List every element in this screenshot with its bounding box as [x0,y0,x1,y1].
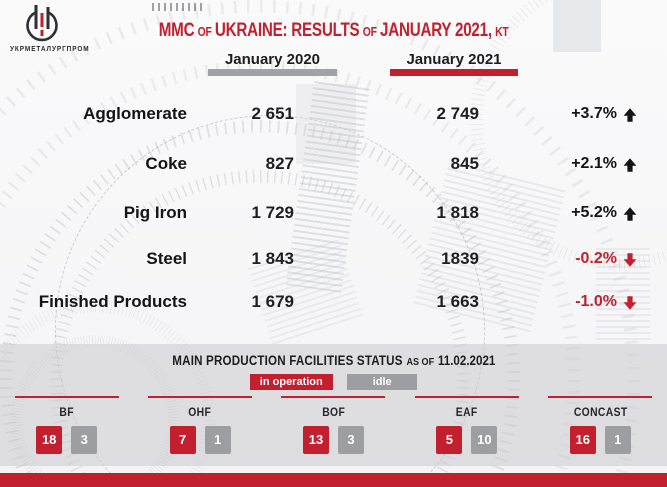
trend-up-icon [622,105,640,123]
value-jan-2020: 1 729 [251,203,294,222]
table-row-agglomerate: Agglomerate 2 651 2 749 +3.7% [0,103,667,125]
idle-count: 3 [71,426,98,454]
in-operation-count: 18 [36,426,63,454]
legend-in-operation-badge: in operation [249,374,333,390]
facility-column-bof: BOF 13 3 [267,396,400,454]
title-segment: OF [362,24,377,39]
facility-divider [14,396,119,398]
facility-divider [148,396,253,398]
value-jan-2021: 1 818 [436,203,479,222]
row-label: Agglomerate [83,104,187,123]
column-header-january-2020: January 2020 [224,51,321,68]
delta-percent: +5.2% [571,204,617,221]
value-jan-2020: 2 651 [251,104,294,123]
ukrmetalurgprom-logo: УКРМЕТАЛУРГПРОМ [10,3,100,53]
value-jan-2021: 1 663 [436,292,479,311]
row-label: Finished Products [38,292,187,311]
in-operation-count: 13 [302,426,329,454]
title-segment: UKRAINE: RESULTS [214,20,360,41]
delta-percent: -1.0% [575,293,617,310]
facility-divider [281,396,386,398]
in-operation-count: 5 [436,426,463,454]
title-segment: JANUARY 2021, [379,20,492,41]
idle-count: 1 [204,426,231,454]
facility-name: BOF [322,407,345,419]
bottom-accent-bar [0,473,667,487]
facility-column-bf: BF 18 3 [0,396,133,454]
delta-percent: +3.7% [571,105,617,122]
value-jan-2021: 2 749 [436,104,479,123]
value-jan-2020: 1 843 [251,249,294,268]
facilities-row: BF 18 3 OHF 7 1 BOF 13 3 [0,396,667,454]
status-legend: in operation idle [0,372,667,390]
row-label: Pig Iron [123,203,187,222]
facility-name: CONCAST [573,407,628,419]
column-underline-2020 [208,69,337,76]
facility-divider [548,396,653,398]
page-title: MMC OF UKRAINE: RESULTS OF JANUARY 2021,… [0,20,667,42]
idle-count: 10 [471,426,498,454]
facility-name: EAF [455,407,478,419]
table-row-finished-products: Finished Products 1 679 1 663 -1.0% [0,291,667,313]
value-jan-2021: 1839 [441,249,479,268]
column-header-january-2021: January 2021 [406,51,502,68]
facility-name: OHF [188,407,212,419]
in-operation-count: 7 [169,426,196,454]
table-row-pig-iron: Pig Iron 1 729 1 818 +5.2% [0,202,667,224]
trend-up-icon [622,155,640,173]
title-segment: KT [495,24,509,39]
facilities-panel: MAIN PRODUCTION FACILITIES STATUS AS OF … [0,344,667,466]
facility-column-eaf: EAF 5 10 [400,396,533,454]
table-row-steel: Steel 1 843 1839 -0.2% [0,248,667,270]
logo-icon [26,5,58,42]
delta-percent: -0.2% [575,250,617,267]
row-label: Coke [145,154,187,173]
facility-column-concast: CONCAST 16 1 [534,396,667,454]
facility-name: BF [59,407,74,419]
value-jan-2020: 827 [265,154,294,173]
column-underline-2021 [390,69,518,76]
facilities-heading-text: MAIN PRODUCTION FACILITIES STATUS [171,353,403,368]
facilities-heading: MAIN PRODUCTION FACILITIES STATUS AS OF … [0,352,667,370]
delta-percent: +2.1% [571,155,617,172]
facilities-as-of-label: AS OF [406,356,434,368]
facility-divider [414,396,519,398]
value-jan-2020: 1 679 [251,292,294,311]
in-operation-count: 16 [569,426,596,454]
row-label: Steel [146,249,187,268]
trend-down-icon [622,250,640,268]
logo-text: УКРМЕТАЛУРГПРОМ [10,46,90,53]
legend-idle-badge: idle [347,374,418,390]
table-row-coke: Coke 827 845 +2.1% [0,153,667,175]
trend-down-icon [622,293,640,311]
title-segment: OF [197,24,212,39]
facility-column-ohf: OHF 7 1 [133,396,266,454]
title-segment: MMC [158,20,195,41]
value-jan-2021: 845 [450,154,479,173]
facilities-date: 11.02.2021 [437,353,496,368]
idle-count: 1 [604,426,631,454]
idle-count: 3 [337,426,364,454]
trend-up-icon [622,204,640,222]
